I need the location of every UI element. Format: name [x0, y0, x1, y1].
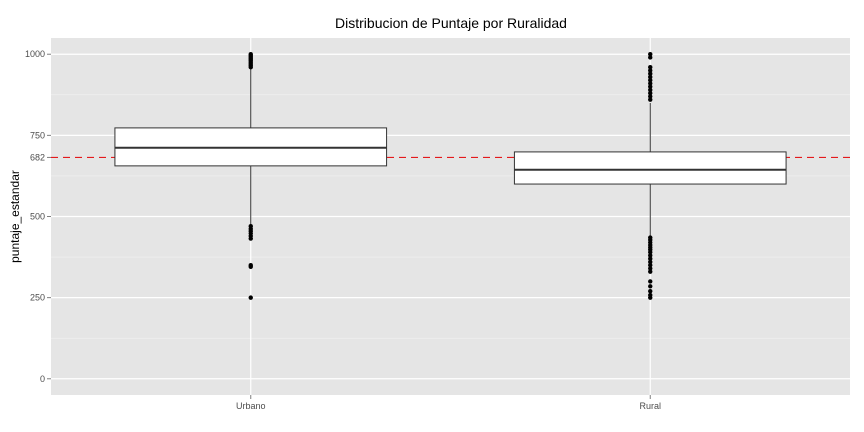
y-tick-label: 1000 — [25, 49, 45, 59]
plot-area — [47, 38, 854, 399]
outlier-point — [248, 295, 253, 300]
outlier-point — [648, 284, 653, 289]
outlier-point — [648, 94, 653, 99]
outlier-point — [648, 81, 653, 86]
outlier-point — [648, 266, 653, 271]
outlier-point — [648, 84, 653, 89]
outlier-point — [648, 259, 653, 265]
boxplot-urbano — [114, 52, 388, 300]
boxplot-rural — [513, 52, 787, 300]
outlier-point — [648, 65, 653, 70]
outlier-point — [648, 97, 653, 102]
outlier-point — [648, 288, 653, 294]
y-tick-label: 500 — [30, 212, 45, 222]
y-axis-label: puntaje_estandar — [8, 170, 22, 263]
outlier-point — [648, 55, 653, 60]
y-tick-label: 250 — [30, 293, 45, 303]
y-tick-label: 750 — [30, 130, 45, 140]
reference-line-label: 682 — [30, 152, 45, 162]
outlier-point — [648, 250, 653, 255]
x-tick-label: Rural — [639, 401, 661, 411]
outlier-point — [648, 71, 653, 76]
outlier-point — [648, 77, 653, 83]
outlier-point — [648, 52, 653, 57]
y-tick-label: 0 — [40, 374, 45, 384]
outlier-point — [648, 279, 653, 284]
outlier-point — [648, 256, 653, 261]
x-tick-label: Urbano — [236, 401, 266, 411]
outlier-point — [648, 253, 653, 258]
outlier-point — [648, 295, 653, 300]
outlier-point — [648, 90, 653, 96]
chart-title: Distribucion de Puntaje por Ruralidad — [335, 15, 567, 31]
outlier-point — [648, 262, 653, 268]
outlier-point — [648, 269, 653, 274]
box — [513, 151, 787, 185]
outlier-point — [648, 87, 653, 93]
outlier-point — [248, 65, 253, 70]
outlier-point — [648, 74, 653, 80]
outlier-point — [248, 236, 253, 241]
outlier-point — [648, 68, 653, 73]
outlier-point — [248, 264, 253, 270]
